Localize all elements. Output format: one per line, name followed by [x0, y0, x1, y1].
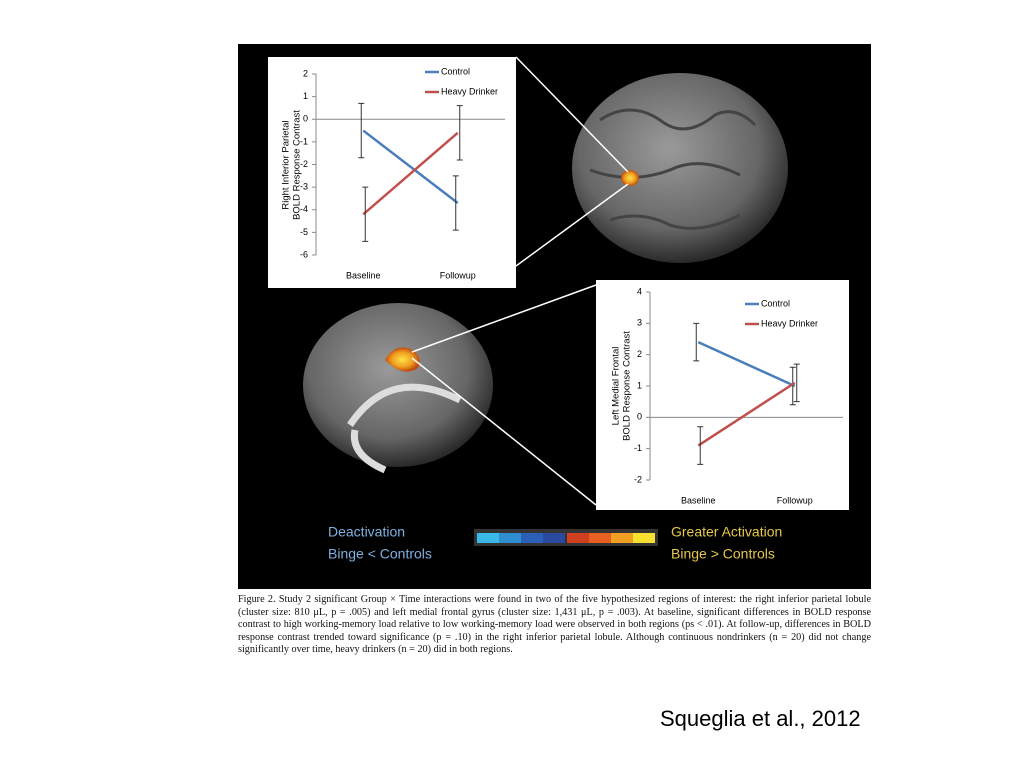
x-tick-label: Followup: [777, 495, 813, 505]
series-line: [697, 340, 796, 388]
citation: Squeglia et al., 2012: [660, 706, 861, 731]
error-bar: [362, 186, 369, 242]
y-axis-label: BOLD Response Contrast: [292, 110, 303, 220]
y-tick-label: 2: [637, 349, 642, 359]
x-tick-label: Followup: [440, 270, 476, 280]
legend-label: Heavy Drinker: [441, 86, 498, 96]
legend-text: Binge > Controls: [671, 546, 775, 562]
error-bar: [452, 175, 459, 231]
legend-label: Heavy Drinker: [761, 318, 818, 328]
legend-label: Control: [761, 298, 790, 308]
connector-lines: [411, 56, 629, 506]
series-line: [362, 129, 459, 204]
brain-folds: [589, 108, 757, 230]
y-tick-label: -4: [300, 204, 308, 214]
y-tick-label: 1: [637, 380, 642, 390]
y-tick-label: 4: [637, 286, 642, 296]
series-line: [697, 381, 796, 447]
error-bar: [456, 105, 463, 161]
y-tick-label: -1: [634, 443, 642, 453]
legend-text: Greater Activation: [671, 524, 782, 540]
brain-lateral: [572, 73, 788, 263]
chart-panel: [596, 280, 849, 510]
error-bar: [358, 102, 365, 159]
x-tick-label: Baseline: [346, 270, 381, 280]
y-tick-label: -2: [634, 474, 642, 484]
error-bar: [793, 363, 800, 403]
y-tick-label: 0: [303, 114, 308, 124]
y-tick-label: -2: [300, 159, 308, 169]
legend-label: Control: [441, 66, 470, 76]
y-tick-label: -5: [300, 227, 308, 237]
y-tick-label: -3: [300, 182, 308, 192]
chart-panel: [268, 57, 516, 288]
error-bar: [697, 426, 704, 465]
y-tick-label: 2: [303, 68, 308, 78]
y-axis-label: Left Medial Frontal: [611, 347, 622, 426]
caption: Figure 2. Study 2 significant Group × Ti…: [238, 594, 871, 656]
x-tick-label: Baseline: [681, 495, 716, 505]
error-bar: [693, 322, 700, 362]
y-tick-label: -1: [300, 136, 308, 146]
y-tick-label: 3: [637, 318, 642, 328]
activation-blob: [385, 347, 420, 372]
colorbar: [474, 529, 658, 546]
error-bar: [789, 366, 796, 406]
corpus-callosum: [347, 383, 462, 474]
series-line: [362, 131, 459, 216]
y-axis-label: BOLD Response Contrast: [622, 331, 633, 441]
legend-text: Binge < Controls: [328, 546, 432, 562]
y-axis-label: Right Inferior Parietal: [281, 120, 292, 209]
legend-text: Deactivation: [328, 524, 405, 540]
y-tick-label: 1: [303, 91, 308, 101]
figure: Deactivation Binge < Controls Greater Ac…: [238, 44, 871, 589]
y-tick-label: 0: [637, 412, 642, 422]
activation-blob: [621, 170, 639, 186]
y-tick-label: -6: [300, 249, 308, 259]
